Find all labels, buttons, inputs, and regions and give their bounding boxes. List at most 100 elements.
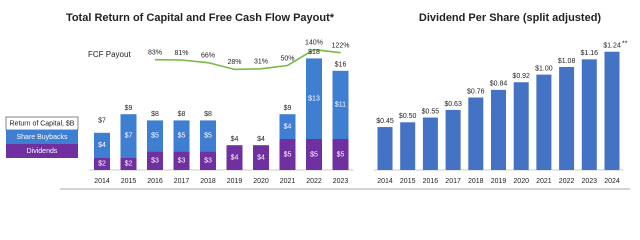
legend-swatch (6, 130, 78, 144)
legend-title: Return of Capital, $B (10, 120, 75, 127)
total-label: $4 (231, 136, 239, 143)
value-label: $0.92 (512, 73, 530, 80)
x-tick-label: 2014 (377, 178, 393, 185)
bar (604, 51, 620, 170)
segment-label: $3 (178, 158, 186, 165)
segment-label: $5 (178, 133, 186, 140)
value-label: $0.63 (444, 101, 462, 108)
total-label: $4 (257, 136, 265, 143)
total-label: $8 (204, 111, 212, 118)
total-label: $16 (335, 62, 347, 69)
bar (536, 74, 552, 170)
line-label: 122% (332, 43, 350, 50)
page: Total Return of Capital and Free Cash Fl… (5, 12, 630, 190)
x-tick-label: 2016 (423, 178, 439, 185)
x-tick-label: 2021 (280, 178, 296, 185)
line-label: 28% (227, 59, 241, 66)
legend-label: Share Buybacks (17, 134, 68, 141)
bar (377, 127, 393, 170)
segment-label: $2 (98, 161, 106, 168)
value-label: $1.16 (581, 50, 599, 57)
value-label: $0.76 (467, 88, 485, 95)
segment-label: $5 (310, 151, 318, 158)
total-label: $18 (308, 49, 320, 56)
x-tick-label: 2020 (513, 178, 529, 185)
value-label: $0.84 (490, 81, 508, 88)
segment-label: $4 (98, 142, 106, 149)
value-label: $0.45 (376, 118, 394, 125)
bar-segment (120, 114, 137, 158)
bar-segment (94, 157, 110, 170)
bar (559, 66, 575, 170)
x-tick-label: 2019 (491, 178, 507, 185)
line-label: 31% (254, 59, 268, 66)
total-label: $9 (284, 105, 292, 112)
series-label: FCF Payout (88, 50, 131, 59)
bar-segment (173, 120, 190, 152)
bar (468, 97, 484, 170)
x-tick-label: 2022 (559, 178, 575, 185)
total-label: $8 (151, 111, 159, 118)
x-tick-label: 2016 (147, 178, 163, 185)
value-label: $1.24 (603, 43, 621, 50)
x-tick-label: 2023 (333, 178, 349, 185)
value-label: $1.00 (535, 65, 553, 72)
x-tick-label: 2023 (582, 178, 598, 185)
line-label: 140% (305, 39, 323, 46)
segment-label: $2 (125, 161, 133, 168)
segment-label: $5 (284, 151, 292, 158)
total-label: $7 (98, 117, 106, 124)
line-label: 81% (174, 50, 188, 57)
bar (513, 82, 529, 170)
bar (581, 59, 597, 170)
segment-label: $13 (308, 96, 320, 103)
x-tick-label: 2018 (468, 178, 484, 185)
bar-segment (200, 120, 216, 152)
x-tick-label: 2019 (227, 178, 243, 185)
segment-label: $4 (257, 154, 265, 161)
x-tick-label: 2021 (536, 178, 552, 185)
line-label: 50% (280, 55, 294, 62)
legend-label: Dividends (27, 148, 58, 155)
segment-label: $7 (125, 133, 133, 140)
x-tick-label: 2014 (94, 178, 110, 185)
bar (422, 117, 438, 170)
value-label: $0.55 (422, 108, 440, 115)
x-tick-label: 2020 (253, 178, 269, 185)
line (154, 48, 341, 71)
segment-label: $3 (151, 158, 159, 165)
value-label: $1.08 (558, 58, 576, 65)
bar-segment (120, 157, 137, 170)
bar-segment (226, 145, 243, 170)
bar-segment (332, 70, 349, 139)
bar-segment (306, 58, 322, 139)
bar-segment (147, 120, 163, 152)
segment-label: $4 (231, 154, 239, 161)
bar-segment (306, 139, 322, 170)
bar (445, 109, 461, 170)
line-label: 83% (148, 49, 162, 56)
total-label: $9 (125, 105, 133, 112)
legend-swatch (6, 144, 78, 158)
bar-segment (332, 139, 349, 170)
bar-segment (200, 151, 216, 170)
value-label: $0.50 (399, 113, 417, 120)
x-tick-label: 2015 (121, 178, 137, 185)
segment-label: $11 (335, 102, 346, 109)
segment-label: $5 (337, 151, 345, 158)
bar-segment (253, 145, 269, 170)
x-tick-label: 2022 (306, 178, 322, 185)
segment-label: $3 (204, 158, 212, 165)
segment-label: $5 (151, 133, 159, 140)
bar (400, 122, 416, 170)
bar-segment (279, 114, 296, 139)
chart-title: Total Return of Capital and Free Cash Fl… (66, 12, 335, 24)
annotation: ** (622, 41, 628, 48)
x-tick-label: 2017 (174, 178, 190, 185)
bar-segment (173, 151, 190, 170)
x-tick-label: 2017 (445, 178, 461, 185)
chart-title: Dividend Per Share (split adjusted) (419, 12, 601, 24)
bar-segment (279, 139, 296, 170)
line-label: 66% (201, 52, 215, 59)
segment-label: $4 (284, 123, 292, 130)
